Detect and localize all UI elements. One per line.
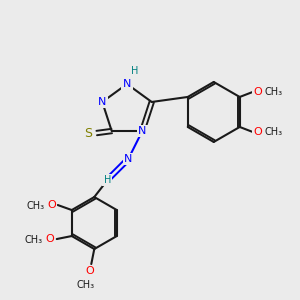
Text: O: O <box>47 200 56 210</box>
Text: H: H <box>131 66 139 76</box>
Text: O: O <box>253 127 262 137</box>
Text: N: N <box>123 79 131 89</box>
Text: O: O <box>253 87 262 97</box>
Text: CH₃: CH₃ <box>76 280 94 290</box>
Text: CH₃: CH₃ <box>25 235 43 245</box>
Text: O: O <box>85 266 94 276</box>
Text: S: S <box>84 127 92 140</box>
Text: N: N <box>98 97 106 107</box>
Text: CH₃: CH₃ <box>27 201 45 211</box>
Text: CH₃: CH₃ <box>265 127 283 137</box>
Text: O: O <box>45 234 54 244</box>
Text: CH₃: CH₃ <box>265 87 283 97</box>
Text: N: N <box>124 154 133 164</box>
Text: N: N <box>138 126 146 136</box>
Text: H: H <box>103 175 111 185</box>
